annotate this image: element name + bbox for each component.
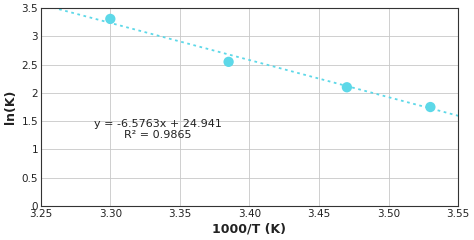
Y-axis label: ln(K): ln(K) xyxy=(4,90,17,124)
Text: y = -6.5763x + 24.941
R² = 0.9865: y = -6.5763x + 24.941 R² = 0.9865 xyxy=(94,119,221,140)
X-axis label: 1000/T (K): 1000/T (K) xyxy=(212,223,286,236)
Point xyxy=(427,105,434,109)
Point xyxy=(107,17,114,21)
Point xyxy=(225,60,232,64)
Point xyxy=(343,85,351,89)
